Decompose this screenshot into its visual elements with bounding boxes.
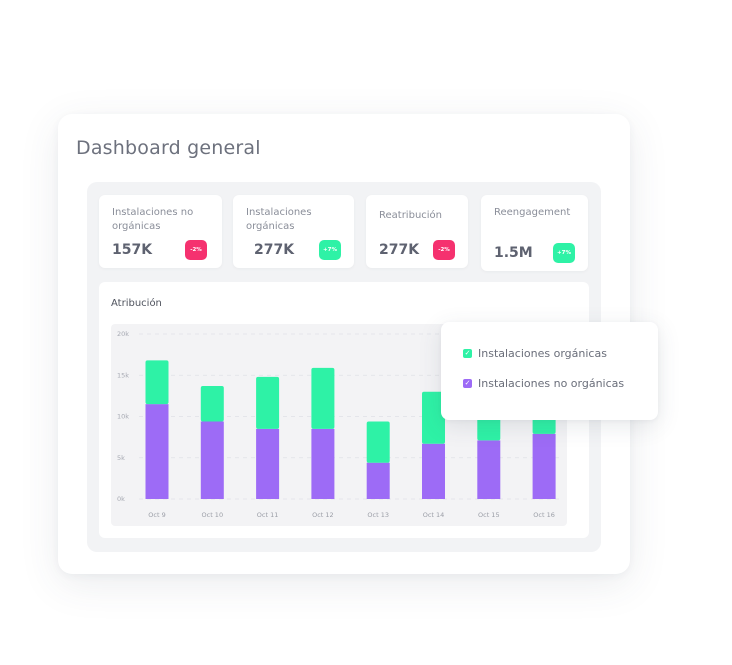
bar-segment-non-organic[interactable] — [422, 443, 445, 499]
bar-segment-non-organic[interactable] — [532, 433, 556, 499]
checkbox-icon[interactable]: ✓ — [463, 349, 472, 358]
trend-badge: +7% — [319, 240, 341, 260]
trend-badge: -2% — [185, 240, 207, 260]
x-tick-label: Oct 14 — [423, 511, 445, 519]
trend-badge: +7% — [553, 243, 575, 263]
bar-segment-organic[interactable] — [422, 391, 445, 444]
x-tick-label: Oct 10 — [202, 511, 224, 519]
legend-label: Instalaciones orgánicas — [478, 347, 607, 360]
x-tick-label: Oct 13 — [367, 511, 389, 519]
kpi-card-organic[interactable]: Instalaciones orgánicas 277K +7% — [233, 195, 354, 268]
chart-legend: ✓ Instalaciones orgánicas ✓ Instalacione… — [441, 322, 658, 420]
kpi-label: Reatribución — [379, 210, 443, 221]
bar-segment-organic[interactable] — [256, 376, 280, 429]
kpi-card-reattribution[interactable]: Reatribución 277K -2% — [366, 195, 468, 268]
checkbox-icon[interactable]: ✓ — [463, 379, 472, 388]
y-tick-label: 5k — [117, 454, 125, 462]
x-tick-label: Oct 9 — [148, 511, 165, 519]
kpi-value: 1.5M — [494, 245, 533, 261]
legend-label: Instalaciones no orgánicas — [478, 377, 625, 390]
legend-item-organic[interactable]: ✓ Instalaciones orgánicas — [463, 347, 607, 360]
y-tick-label: 20k — [117, 330, 129, 338]
kpi-label: Reengagement — [494, 207, 571, 218]
bar-segment-non-organic[interactable] — [145, 404, 169, 499]
kpi-value: 157K — [112, 242, 153, 258]
bar-segment-organic[interactable] — [145, 360, 169, 405]
page-title: Dashboard general — [76, 137, 261, 159]
bar-segment-non-organic[interactable] — [477, 440, 501, 499]
y-tick-label: 10k — [117, 413, 129, 421]
kpi-label: Instalaciones no orgánicas — [112, 207, 194, 232]
legend-item-non-organic[interactable]: ✓ Instalaciones no orgánicas — [463, 377, 624, 390]
x-tick-label: Oct 16 — [533, 511, 555, 519]
kpi-value: 277K — [254, 242, 295, 258]
y-tick-label: 15k — [117, 371, 129, 379]
bar-segment-non-organic[interactable] — [256, 428, 280, 499]
bar-segment-organic[interactable] — [366, 421, 390, 463]
chart-title: Atribución — [111, 298, 162, 309]
x-tick-label: Oct 15 — [478, 511, 500, 519]
bar-segment-non-organic[interactable] — [200, 421, 224, 499]
bar-segment-non-organic[interactable] — [366, 462, 390, 499]
bar-segment-organic[interactable] — [200, 385, 224, 422]
x-tick-label: Oct 12 — [312, 511, 334, 519]
bar-segment-non-organic[interactable] — [311, 428, 335, 499]
kpi-card-non-organic[interactable]: Instalaciones no orgánicas 157K -2% — [99, 195, 222, 268]
trend-badge: -2% — [433, 240, 455, 260]
y-tick-label: 0k — [117, 495, 125, 503]
kpi-label: Instalaciones orgánicas — [246, 207, 312, 232]
kpi-card-reengagement[interactable]: Reengagement 1.5M +7% — [481, 195, 588, 271]
bar-segment-organic[interactable] — [311, 367, 335, 429]
x-tick-label: Oct 11 — [257, 511, 279, 519]
kpi-value: 277K — [379, 242, 420, 258]
